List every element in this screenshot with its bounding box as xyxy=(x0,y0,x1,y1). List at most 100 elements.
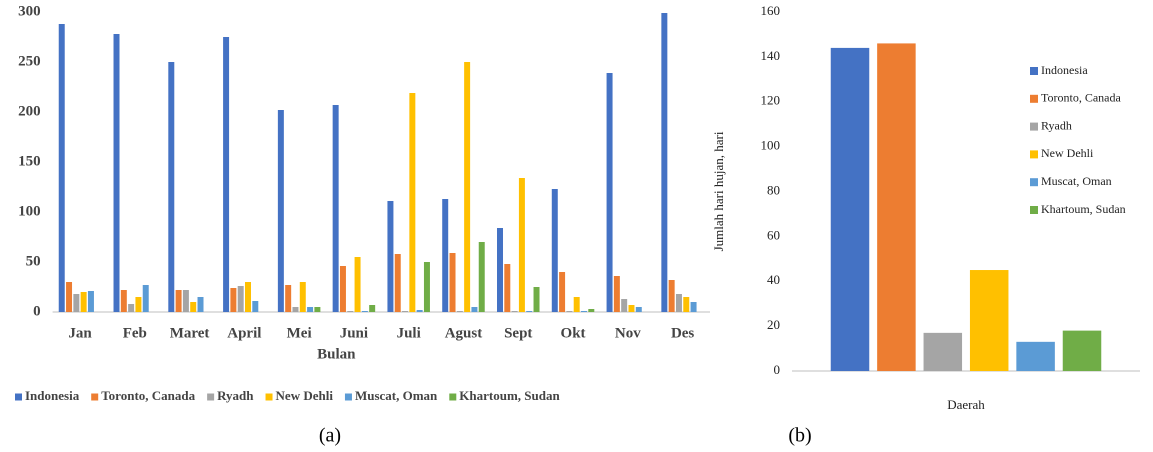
bar xyxy=(511,311,518,312)
x-tick-label: Feb xyxy=(123,325,147,341)
bar xyxy=(877,43,916,371)
legend-label: Muscat, Oman xyxy=(355,388,438,403)
bar xyxy=(566,311,573,312)
legend-swatch xyxy=(1030,150,1038,159)
bar xyxy=(442,199,449,312)
bar xyxy=(559,272,566,312)
bar xyxy=(58,24,65,312)
legend-swatch xyxy=(449,393,457,401)
bar xyxy=(182,290,189,312)
y-tick-label: 100 xyxy=(18,203,41,219)
bar xyxy=(497,228,503,312)
x-tick-label: Sept xyxy=(504,325,532,341)
bar xyxy=(66,282,73,312)
bar xyxy=(223,37,230,312)
bar xyxy=(518,178,525,312)
y-axis-label: Jumlah hari hujan, hari xyxy=(711,131,726,251)
bar xyxy=(197,297,204,312)
bar xyxy=(969,270,1009,371)
legend-label: Indonesia xyxy=(1041,63,1088,77)
x-tick-label: Jan xyxy=(68,325,92,341)
bar xyxy=(87,291,94,312)
caption: (a) xyxy=(319,425,341,447)
bar xyxy=(416,310,423,312)
x-tick-label: Nov xyxy=(615,325,641,341)
caption: (b) xyxy=(788,425,811,447)
bar xyxy=(635,307,642,312)
bar xyxy=(449,253,456,312)
bar xyxy=(394,254,401,312)
bar xyxy=(464,62,471,312)
bar xyxy=(128,304,135,312)
x-tick-label: Des xyxy=(671,325,694,341)
bar xyxy=(675,294,682,312)
x-tick-label: Agust xyxy=(445,325,483,341)
legend-label: Khartoum, Sudan xyxy=(459,388,560,403)
y-tick-label: 60 xyxy=(767,227,780,242)
bar xyxy=(923,332,963,371)
bar xyxy=(471,307,478,312)
legend-swatch xyxy=(344,393,352,401)
y-tick-label: 250 xyxy=(18,53,41,69)
bar xyxy=(347,311,354,312)
y-tick-label: 0 xyxy=(33,303,41,319)
bar xyxy=(332,105,339,312)
legend-label: Ryadh xyxy=(217,388,254,403)
legend-swatch xyxy=(1030,122,1038,131)
bar xyxy=(307,307,314,312)
chart-b: 0 20 40 60 80 100 120 140 160 Daerah Jumlah hari h… xyxy=(711,3,1140,447)
bar xyxy=(621,299,628,312)
bar xyxy=(237,286,244,312)
legend-swatch xyxy=(91,393,99,401)
legend-label: New Dehli xyxy=(276,388,334,403)
bar xyxy=(581,311,587,312)
bar xyxy=(628,305,635,312)
bar xyxy=(292,307,299,312)
bar xyxy=(73,294,80,312)
y-tick-label: 0 xyxy=(774,362,781,377)
x-axis-label: Bulan xyxy=(317,346,356,362)
legend-label: Toronto, Canada xyxy=(1041,91,1121,105)
legend-label: Khartoum, Sudan xyxy=(1041,202,1126,216)
bar xyxy=(573,297,580,312)
bar xyxy=(361,311,368,312)
bar xyxy=(175,290,182,312)
chart-a: 0 50 100 150 200 250 300 Jan Feb Maret April Mei Jun… xyxy=(15,3,710,447)
legend-label: Indonesia xyxy=(25,388,80,403)
y-tick-label: 20 xyxy=(767,317,780,332)
x-tick-label: Maret xyxy=(170,325,210,341)
bar xyxy=(668,280,675,312)
legend-label: New Dehli xyxy=(1041,146,1094,160)
bar xyxy=(661,13,668,312)
y-tick-label: 160 xyxy=(761,3,781,18)
bar xyxy=(142,285,149,312)
x-tick-label: Juni xyxy=(340,325,368,341)
bar xyxy=(285,285,292,312)
bar xyxy=(456,311,463,312)
legend-swatch xyxy=(207,393,215,401)
legend-swatch xyxy=(1030,67,1038,75)
legend-label: Ryadh xyxy=(1041,118,1072,132)
bar xyxy=(1016,341,1055,371)
bar xyxy=(277,110,284,312)
bar xyxy=(613,276,620,312)
y-tick-label: 140 xyxy=(761,48,781,63)
legend-label: Muscat, Oman xyxy=(1041,174,1112,188)
bar xyxy=(690,302,697,312)
x-tick-label: April xyxy=(227,325,261,341)
bar xyxy=(113,34,120,312)
bar xyxy=(478,242,485,312)
bar xyxy=(354,257,361,312)
bar xyxy=(314,307,321,312)
bar xyxy=(339,266,346,312)
bar xyxy=(1062,330,1102,371)
bar xyxy=(588,309,595,312)
bar xyxy=(299,282,306,312)
bar xyxy=(409,93,416,312)
bar xyxy=(526,311,533,312)
bar xyxy=(135,297,142,312)
legend-swatch xyxy=(1030,94,1038,103)
bar xyxy=(120,290,127,312)
legend-swatch xyxy=(1030,206,1038,214)
